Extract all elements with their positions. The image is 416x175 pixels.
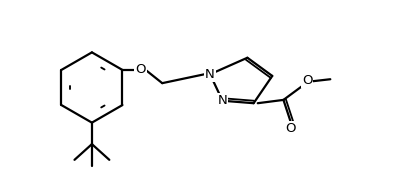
- Text: N: N: [218, 94, 228, 107]
- Text: O: O: [302, 74, 312, 87]
- Text: O: O: [136, 63, 146, 76]
- Text: N: N: [205, 68, 215, 81]
- Text: O: O: [286, 122, 296, 135]
